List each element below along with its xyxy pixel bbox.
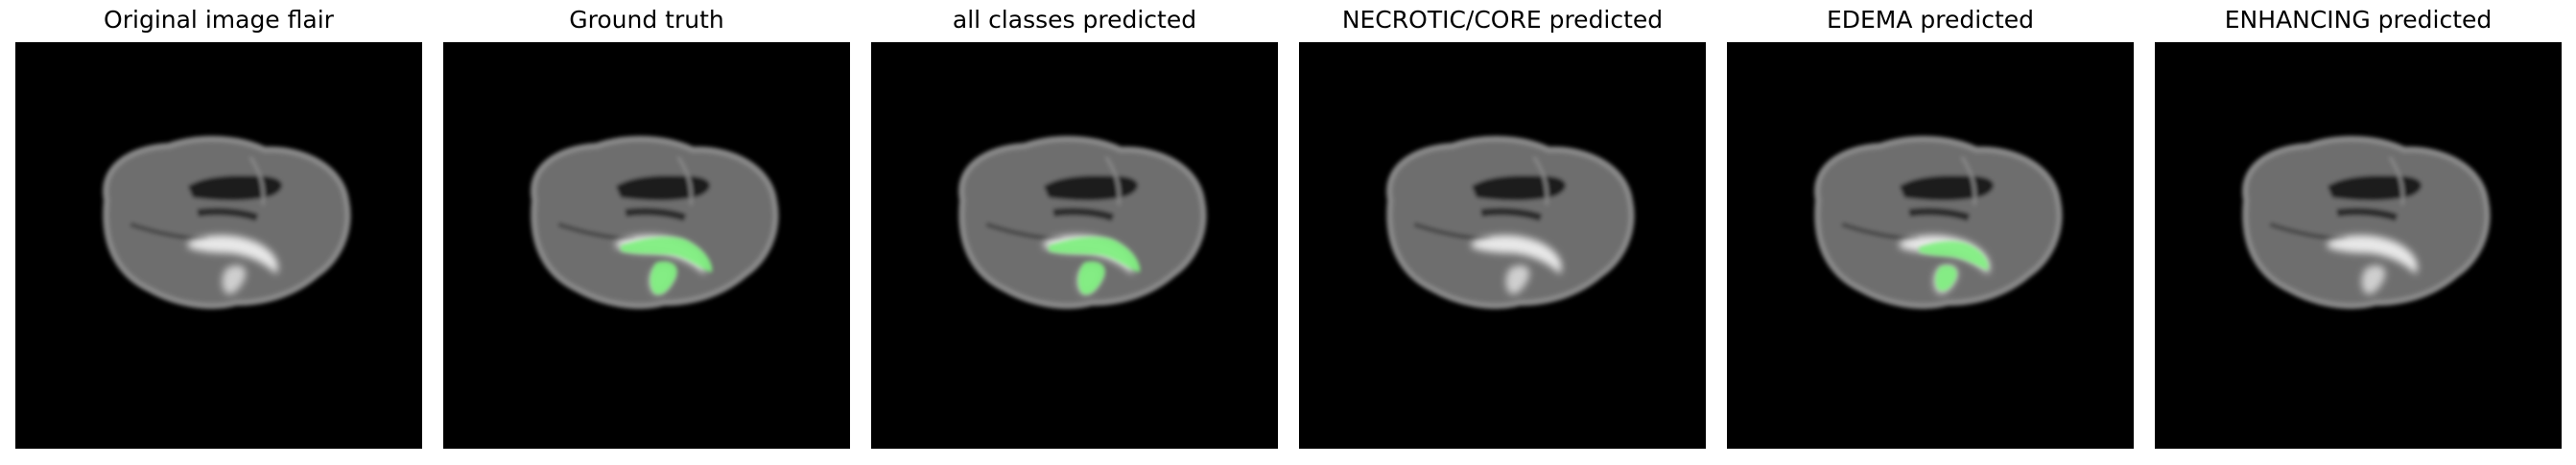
panel-title: Original image flair bbox=[104, 6, 334, 34]
mri-slice-image bbox=[2155, 42, 2562, 449]
mri-slice-image bbox=[1299, 42, 1706, 449]
panel-3: all classes predicted bbox=[871, 0, 1278, 465]
panel-title: NECROTIC/CORE predicted bbox=[1341, 6, 1664, 34]
panel-title: Ground truth bbox=[569, 6, 724, 34]
panel-2: Ground truth bbox=[443, 0, 850, 465]
mri-slice-image bbox=[443, 42, 850, 449]
mri-slice-image bbox=[871, 42, 1278, 449]
panel-title: ENHANCING predicted bbox=[2224, 6, 2493, 34]
panel-title: all classes predicted bbox=[952, 6, 1197, 34]
panel-5: EDEMA predicted bbox=[1727, 0, 2134, 465]
panel-1: Original image flair bbox=[15, 0, 422, 465]
panel-title: EDEMA predicted bbox=[1826, 6, 2035, 34]
panel-4: NECROTIC/CORE predicted bbox=[1299, 0, 1706, 465]
mri-slice-image bbox=[15, 42, 422, 449]
mri-slice-image bbox=[1727, 42, 2134, 449]
panel-6: ENHANCING predicted bbox=[2155, 0, 2562, 465]
